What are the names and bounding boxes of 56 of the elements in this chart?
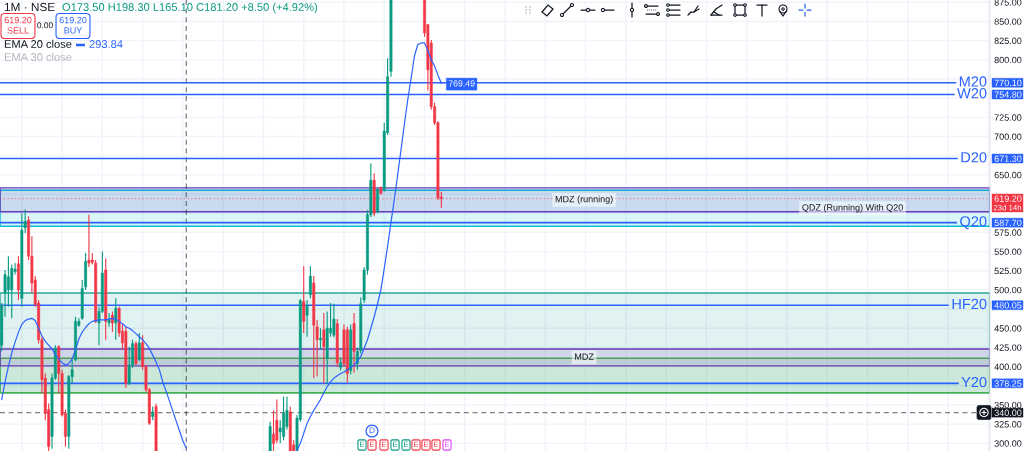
y-tick-label: 350.00 [994,401,1022,409]
y-tick-label: 575.00 [994,229,1022,236]
y-tick-label: 300.00 [994,440,1022,447]
annotation: 0.00 [37,22,53,29]
text: 340.00 [994,409,1022,417]
y-tick-label: 700.00 [994,133,1022,140]
band-label: QDZ (Running) With Q20 [802,204,903,213]
text: 671.30 [994,155,1022,162]
y-tick-label: 425.00 [994,344,1022,351]
ref-line-label: HF20 [952,298,987,310]
y-tick-label: 400.00 [994,363,1022,370]
y-tick-label: 650.00 [994,171,1022,179]
candlestick [305,299,309,338]
annotation: EMA 30 close [4,52,72,61]
candlestick [319,327,322,351]
text: 587.70 [994,219,1022,227]
annotation: D [369,427,375,434]
data-label: 769.49 [448,80,475,87]
ref-line-label: Y20 [961,376,987,388]
candlestick [74,316,77,362]
candlestick [302,265,306,334]
y-tick-label: 525.00 [994,267,1022,275]
candlestick [111,310,114,333]
text: 619.20 [994,195,1022,202]
y-tick-label: 325.00 [994,421,1022,428]
annotation: 293.84 [89,40,123,48]
candlestick [107,312,111,328]
y-tick-label: 550.00 [994,248,1022,255]
text: 754.80 [994,91,1022,98]
y-tick-label: 450.00 [994,325,1022,332]
legend-label: EMA 20 close [4,39,72,48]
annotation: 619.20 SELL [4,16,32,34]
text: 480.05 [994,302,1022,309]
chart-title: 1M · NSE [4,2,55,12]
candlestick [309,265,312,299]
band-label: MDZ [575,353,594,360]
text: 770.10 [994,79,1022,87]
candlestick [282,395,285,441]
y-tick-label: 875.00 [994,0,1022,6]
annotation: 619.20 BUY [59,16,87,34]
y-tick-label: 500.00 [994,286,1022,294]
y-tick-label: 725.00 [994,114,1022,121]
annotation: O173.50 H198.30 L165.10 C181.20 +8.50 (+4.92%) [62,2,318,14]
candlestick [376,187,379,214]
y-tick-label: 800.00 [994,56,1022,64]
text: 378.25 [994,380,1022,387]
y-tick-label: 825.00 [994,37,1022,45]
ref-line-label: D20 [961,152,987,163]
candlestick [134,340,138,366]
candlestick [6,255,10,308]
band-label: MDZ (running) [555,195,613,205]
ref-line-label: W20 [957,88,987,99]
candlestick [332,303,336,339]
ref-line-label: M20 [959,76,987,87]
y-tick-label: 850.00 [994,18,1022,25]
candlestick [137,332,141,362]
